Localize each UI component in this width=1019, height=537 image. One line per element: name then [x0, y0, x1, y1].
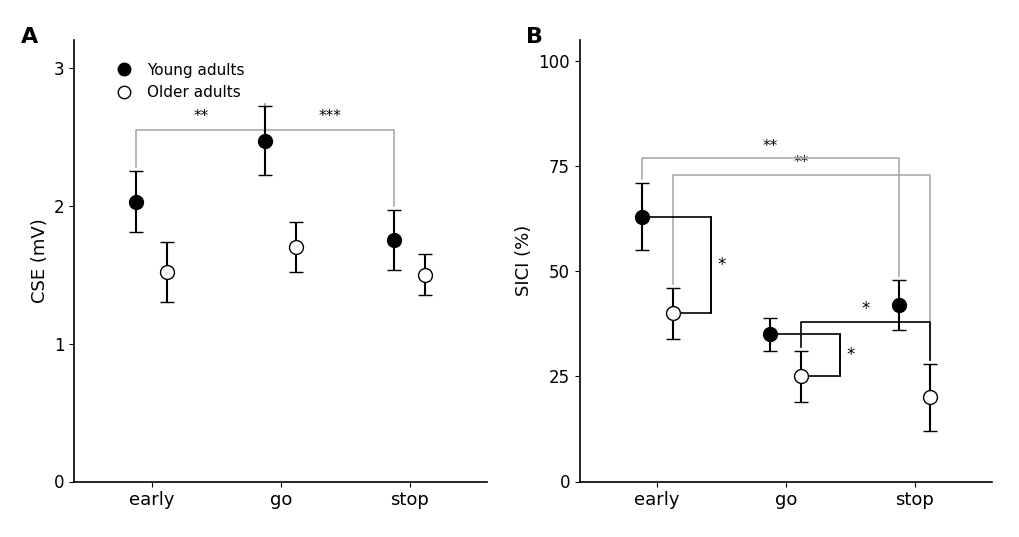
Y-axis label: CSE (mV): CSE (mV)	[31, 219, 49, 303]
Text: *: *	[846, 346, 854, 365]
Text: **: **	[762, 139, 777, 154]
Text: B: B	[526, 27, 542, 47]
Text: *: *	[717, 256, 726, 274]
Text: **: **	[193, 110, 208, 124]
Y-axis label: SICI (%): SICI (%)	[515, 225, 532, 296]
Text: *: *	[861, 300, 869, 317]
Text: A: A	[20, 27, 38, 47]
Legend: Young adults, Older adults: Young adults, Older adults	[103, 56, 251, 106]
Text: ***: ***	[318, 110, 340, 124]
Text: **: **	[793, 156, 808, 170]
